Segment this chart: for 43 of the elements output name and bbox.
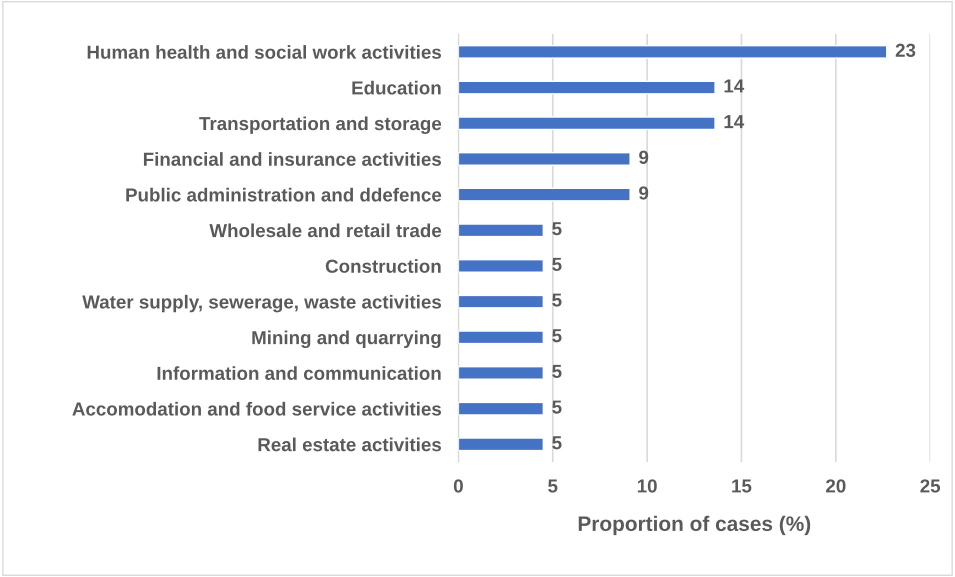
- x-tick-label: 15: [732, 480, 752, 493]
- bar: [458, 80, 716, 94]
- x-tick-label: 20: [826, 479, 846, 493]
- data-label: 23: [896, 44, 916, 57]
- y-tick-label: Financial and insurance activities: [144, 152, 441, 166]
- y-tick-label: Transportation and storage: [199, 116, 442, 134]
- x-tick-label: 25: [920, 479, 940, 493]
- bar: [458, 259, 544, 273]
- y-tick-label: Water supply, sewerage, waste activities: [82, 294, 441, 312]
- x-tick-label: 5: [548, 480, 558, 493]
- y-tick-label: Public administration and ddefence: [126, 188, 442, 202]
- bar: [458, 188, 631, 202]
- bar: [458, 330, 544, 344]
- y-tick-label: Wholesale and retail trade: [209, 223, 442, 238]
- data-label: 9: [639, 150, 648, 164]
- data-label: 9: [639, 186, 648, 200]
- y-tick-label: Human health and social work activities: [88, 45, 441, 59]
- y-tick-label: Education: [352, 80, 441, 95]
- data-label: 5: [552, 222, 562, 236]
- bar: [458, 223, 544, 238]
- x-axis-title: Proportion of cases (%): [578, 516, 810, 536]
- y-tick-label: Information and communication: [158, 366, 441, 380]
- bar: [458, 402, 544, 416]
- bar: [458, 366, 544, 380]
- data-label: 5: [552, 294, 562, 307]
- bar: [458, 116, 716, 130]
- y-tick-label: Accomodation and food service activities: [72, 402, 441, 416]
- bar: [458, 437, 544, 452]
- data-label: 5: [552, 329, 562, 342]
- data-label: 5: [552, 400, 562, 414]
- y-tick-label: Real estate activities: [258, 438, 441, 452]
- x-tick-label: 10: [638, 479, 657, 493]
- data-label: 5: [552, 364, 562, 378]
- data-label: 14: [724, 115, 744, 128]
- data-label: 14: [724, 80, 744, 92]
- x-tick-label: 0: [454, 479, 463, 493]
- bar: [458, 294, 544, 309]
- y-tick-label: Mining and quarrying: [252, 330, 440, 348]
- data-label: 5: [552, 436, 562, 450]
- bar: [458, 44, 888, 59]
- bar: [458, 152, 631, 166]
- data-label: 5: [552, 258, 562, 271]
- y-tick-label: Construction: [326, 259, 441, 273]
